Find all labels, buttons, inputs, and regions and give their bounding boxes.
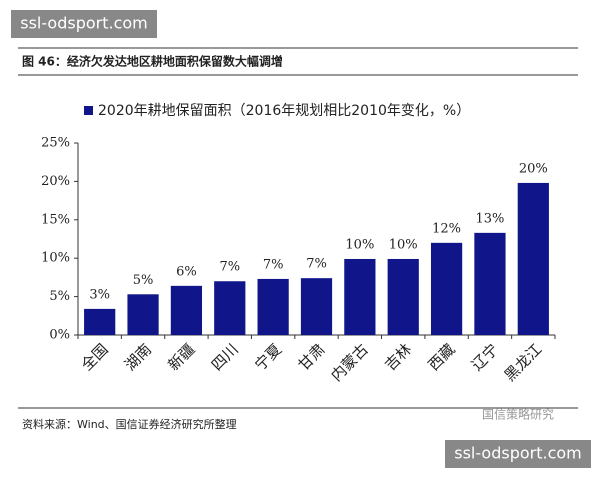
y-tick-label: 0%: [49, 328, 70, 343]
x-tick-label: 湖南: [121, 340, 155, 374]
bar: [214, 281, 246, 335]
x-tick-label: 辽宁: [468, 340, 502, 374]
y-tick-label: 5%: [49, 289, 70, 304]
y-tick-label: 10%: [41, 251, 70, 266]
bar: [300, 278, 333, 335]
watermark: ssl-odsport.com: [454, 444, 582, 463]
value-label: 7%: [306, 257, 327, 272]
bar: [387, 258, 419, 335]
y-tick-label: 15%: [41, 212, 70, 227]
value-label: 13%: [476, 211, 505, 226]
x-tick-label: 四川: [208, 340, 242, 374]
x-tick-label: 西藏: [425, 340, 459, 374]
bar: [170, 285, 203, 335]
x-tick-label: 吉林: [381, 340, 415, 374]
x-tick-label: 新疆: [164, 340, 198, 374]
source: 资料来源：Wind、国信证券经济研究所整理: [22, 417, 237, 431]
y-tick-label: 20%: [41, 174, 70, 189]
value-label: 7%: [263, 257, 284, 272]
value-label: 20%: [519, 161, 548, 176]
value-label: 10%: [389, 237, 418, 252]
x-tick-label: 宁夏: [251, 340, 285, 374]
legend-swatch: [84, 106, 93, 115]
bar: [127, 294, 159, 335]
value-label: 5%: [133, 273, 154, 288]
logo-text: 国信策略研究: [482, 407, 554, 422]
bar: [430, 242, 463, 335]
watermark: ssl-odsport.com: [20, 14, 148, 33]
bar: [517, 182, 549, 335]
value-label: 12%: [432, 221, 461, 236]
bar: [474, 232, 506, 335]
bar: [257, 278, 289, 335]
x-tick-label: 内蒙古: [327, 340, 372, 385]
x-tick-label: 黑龙江: [501, 340, 546, 385]
value-label: 6%: [176, 264, 197, 279]
legend-label: 2020年耕地保留面积（2016年规划相比2010年变化，%）: [98, 102, 470, 119]
bar: [84, 308, 116, 335]
watermark-box: [11, 10, 157, 38]
value-label: 3%: [89, 287, 110, 302]
bar: [344, 258, 376, 335]
value-label: 10%: [345, 237, 374, 252]
x-tick-label: 甘肃: [295, 340, 329, 374]
value-label: 7%: [219, 260, 240, 275]
chart-title: 图 46：经济欠发达地区耕地面积保留数大幅调增: [22, 54, 283, 69]
y-tick-label: 25%: [41, 136, 70, 151]
watermark-box: [445, 440, 591, 468]
x-tick-label: 全国: [78, 340, 112, 374]
